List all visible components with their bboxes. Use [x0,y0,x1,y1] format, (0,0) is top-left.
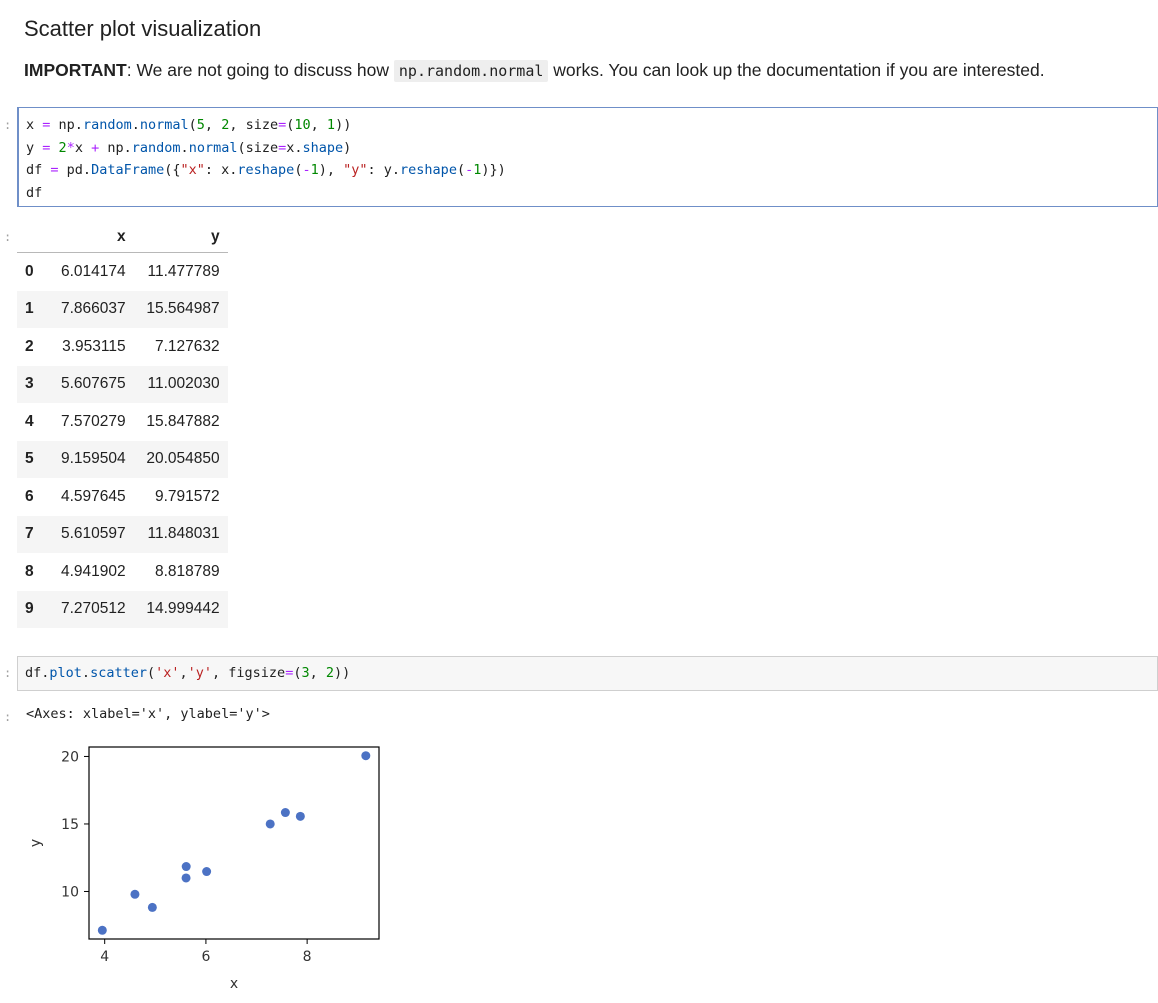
cell-x: 7.270512 [60,600,126,618]
note-text-after: works. You can look up the documentation… [548,60,1045,80]
code-line-1: x = np.random.normal(5, 2, size=(10, 1)) [26,117,352,133]
cell-y: 9.791572 [154,487,220,505]
index-header [17,222,42,253]
x-tick-label: 4 [100,949,109,965]
cell1-input-prompt: : [4,118,12,132]
cell-x: 9.159504 [60,450,126,468]
scatter-point [202,867,212,877]
table-row: 6 4.597645 9.791572 [17,478,228,516]
scatter-point [265,819,275,829]
plot-frame [88,746,380,940]
scatter-point [181,873,191,883]
scatter-point [295,811,305,821]
cell-y: 11.002030 [147,375,220,393]
table-row: 4 7.570279 15.847882 [17,403,228,441]
code-line-4: df [26,184,43,201]
code-line-3: df = pd.DataFrame({"x": x.reshape(-1), "… [26,162,506,178]
row-index: 3 [25,375,34,393]
table-row: 5 9.159504 20.054850 [17,440,228,478]
cell-x: 5.607675 [60,375,126,393]
scatter-point [130,889,140,899]
code-line-2: y = 2*x + np.random.normal(size=x.shape) [26,139,352,156]
cell-y: 8.818789 [154,562,220,580]
y-tick-label: 10 [61,884,79,900]
inline-code: np.random.normal [393,60,549,82]
important-label: IMPORTANT [24,60,127,80]
scatter-point [181,862,191,872]
scatter-point [97,925,107,935]
scatter-point [147,902,157,912]
row-index: 0 [25,262,34,280]
cell-x: 7.866037 [60,300,126,318]
table-row: 0 6.014174 11.477789 [17,253,228,291]
cell1-output-prompt: : [4,230,12,244]
table-row: 7 5.610597 11.848031 [17,515,228,553]
cell-y: 20.054850 [146,450,220,468]
column-header-y: y [133,222,228,253]
table-header-row: x y [17,222,228,253]
column-header-x: x [41,222,134,253]
table-row: 3 5.607675 11.002030 [17,365,228,403]
cell-x: 3.953115 [62,337,126,355]
cell-y: 15.564987 [146,300,220,318]
row-index: 6 [25,487,34,505]
section-heading: Scatter plot visualization [24,16,262,41]
row-index: 4 [25,412,34,430]
row-index: 5 [25,450,34,468]
x-tick-label: 8 [303,949,312,965]
row-index: 2 [25,337,34,355]
code-line-plot: df.plot.scatter('x','y', figsize=(3, 2)) [25,665,351,681]
important-note: IMPORTANT: We are not going to discuss h… [24,60,1045,82]
row-index: 9 [25,600,34,618]
table-row: 2 3.953115 7.127632 [17,328,228,366]
table-row: 8 4.941902 8.818789 [17,553,228,591]
table-row: 9 7.270512 14.999442 [17,590,228,628]
row-index: 8 [25,562,34,580]
code-cell-2[interactable]: df.plot.scatter('x','y', figsize=(3, 2)) [17,656,1158,691]
scatter-points [97,751,371,935]
cell2-input-prompt: : [4,666,12,680]
cell-y: 15.847882 [146,412,220,430]
code-cell-1[interactable]: x = np.random.normal(5, 2, size=(10, 1))… [17,107,1158,207]
cell-x: 5.610597 [60,525,126,543]
cell-y: 14.999442 [146,600,220,618]
scatter-point [280,808,290,818]
table-row: 1 7.866037 15.564987 [17,290,228,328]
x-tick-label: 6 [201,949,210,965]
cell-x: 6.014174 [60,262,126,280]
cell-x: 4.597645 [60,487,126,505]
note-text-before: : We are not going to discuss how [126,60,394,80]
cell-x: 7.570279 [60,412,126,430]
axes-output-text: <Axes: xlabel='x', ylabel='y'> [26,706,270,722]
scatter-point [361,751,371,761]
axis-ticks: 4 6 8 10 15 20 [61,749,311,965]
cell-x: 4.941902 [60,562,126,580]
y-tick-label: 20 [61,749,79,765]
cell2-output-prompt: : [4,710,12,724]
x-axis-label: x [230,976,238,992]
y-axis-label: y [28,839,44,847]
cell-y: 11.848031 [147,525,220,543]
row-index: 1 [25,300,34,318]
dataframe-table: x y 0 6.014174 11.477789 1 7.866037 15.56498… [17,222,228,628]
y-tick-label: 15 [61,817,79,833]
scatter-plot: 4 6 8 10 15 20 x y [28,746,380,992]
row-index: 7 [25,525,34,543]
cell-y: 11.477789 [147,262,220,280]
cell-y: 7.127632 [154,337,220,355]
